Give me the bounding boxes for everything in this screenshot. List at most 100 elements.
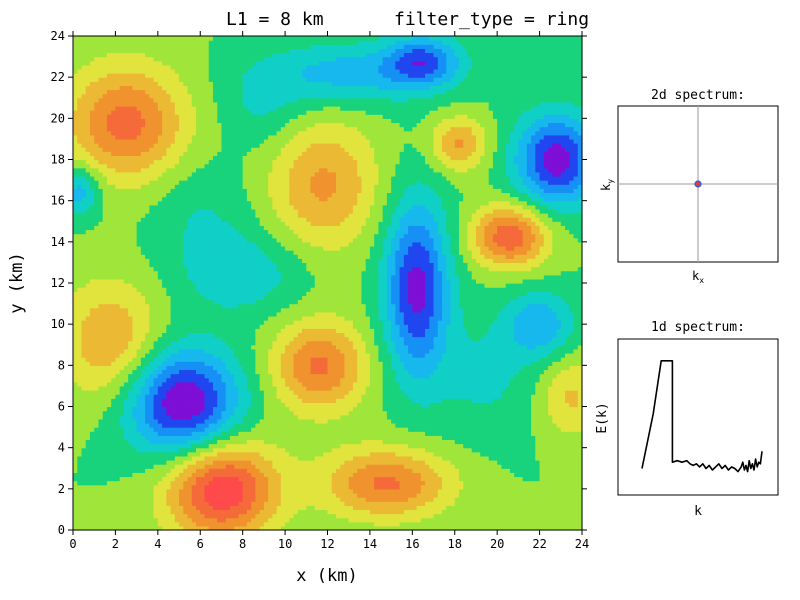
contour-cell	[255, 517, 261, 523]
contour-cell	[386, 381, 392, 387]
contour-cell	[365, 406, 371, 412]
contour-cell	[136, 402, 142, 408]
contour-cell	[162, 365, 167, 371]
contour-cell	[420, 476, 426, 482]
contour-cell	[251, 410, 256, 416]
contour-cell	[484, 451, 490, 457]
contour-cell	[484, 513, 490, 519]
contour-cell	[94, 492, 100, 498]
contour-cell	[132, 492, 138, 498]
contour-cell	[399, 525, 405, 531]
contour-cell	[492, 427, 498, 432]
contour-cell	[497, 369, 503, 375]
contour-cell	[98, 435, 104, 441]
contour-cell	[263, 497, 269, 502]
contour-cell	[361, 357, 367, 362]
contour-cell	[335, 521, 341, 527]
contour-cell	[361, 447, 367, 453]
contour-cell	[408, 427, 413, 432]
contour-cell	[475, 464, 481, 469]
contour-cell	[85, 439, 91, 445]
contour-cell	[111, 369, 117, 375]
contour-cell	[442, 480, 447, 486]
contour-cell	[412, 381, 418, 387]
contour-cell	[565, 406, 570, 412]
contour-cell	[484, 505, 490, 511]
contour-cell	[361, 398, 367, 403]
contour-cell	[344, 480, 350, 486]
contour-cell	[382, 365, 388, 371]
contour-cell	[357, 361, 363, 366]
contour-cell	[408, 373, 413, 379]
contour-cell	[111, 480, 117, 486]
contour-cell	[85, 418, 91, 424]
contour-cell	[157, 468, 163, 473]
contour-cell	[420, 505, 426, 511]
contour-cell	[484, 410, 490, 416]
contour-cell	[217, 435, 223, 441]
contour-cell	[310, 427, 316, 432]
contour-cell	[344, 451, 350, 457]
contour-cell	[340, 385, 346, 391]
contour-cell	[297, 464, 303, 469]
contour-cell	[246, 517, 252, 523]
contour-cell	[259, 501, 265, 506]
contour-cell	[488, 472, 494, 478]
contour-cell	[73, 394, 78, 399]
contour-cell	[369, 521, 375, 527]
contour-cell	[395, 505, 401, 511]
contour-cell	[425, 402, 430, 408]
contour-cell	[429, 460, 435, 465]
contour-cell	[577, 402, 583, 408]
contour-cell	[467, 497, 473, 502]
contour-cell	[340, 398, 346, 403]
contour-cell	[246, 422, 252, 428]
contour-cell	[225, 513, 231, 519]
contour-cell	[348, 480, 354, 486]
contour-cell	[382, 439, 388, 445]
contour-cell	[221, 488, 227, 494]
contour-cell	[569, 464, 575, 469]
contour-cell	[408, 460, 413, 465]
contour-cell	[543, 373, 549, 379]
contour-cell	[522, 476, 528, 482]
contour-cell	[327, 385, 333, 391]
contour-cell	[85, 431, 91, 436]
contour-cell	[531, 410, 536, 416]
contour-cell	[132, 447, 138, 453]
contour-cell	[200, 525, 206, 531]
contour-cell	[552, 451, 558, 457]
contour-cell	[497, 476, 503, 482]
contour-cell	[535, 484, 541, 490]
contour-cell	[174, 357, 180, 362]
contour-cell	[136, 410, 142, 416]
contour-cell	[416, 394, 422, 399]
contour-cell	[386, 361, 392, 366]
contour-cell	[263, 406, 269, 412]
contour-cell	[535, 390, 541, 395]
contour-cell	[514, 484, 519, 490]
contour-cell	[565, 377, 570, 383]
contour-cell	[327, 418, 333, 424]
contour-cell	[391, 521, 396, 527]
contour-cell	[242, 385, 248, 391]
contour-cell	[73, 455, 78, 461]
contour-cell	[297, 480, 303, 486]
contour-cell	[229, 439, 235, 445]
contour-cell	[399, 484, 405, 490]
contour-cell	[289, 468, 295, 473]
contour-cell	[556, 484, 562, 490]
contour-cell	[361, 455, 367, 461]
contour-cell	[442, 509, 447, 515]
contour-cell	[475, 443, 481, 449]
contour-cell	[335, 439, 341, 445]
contour-cell	[85, 501, 91, 506]
contour-cell	[548, 431, 553, 436]
contour-cell	[166, 373, 172, 379]
contour-cell	[221, 418, 227, 424]
contour-cell	[136, 418, 142, 424]
contour-cell	[289, 505, 295, 511]
contour-cell	[446, 455, 452, 461]
contour-cell	[378, 439, 384, 445]
contour-cell	[102, 464, 108, 469]
